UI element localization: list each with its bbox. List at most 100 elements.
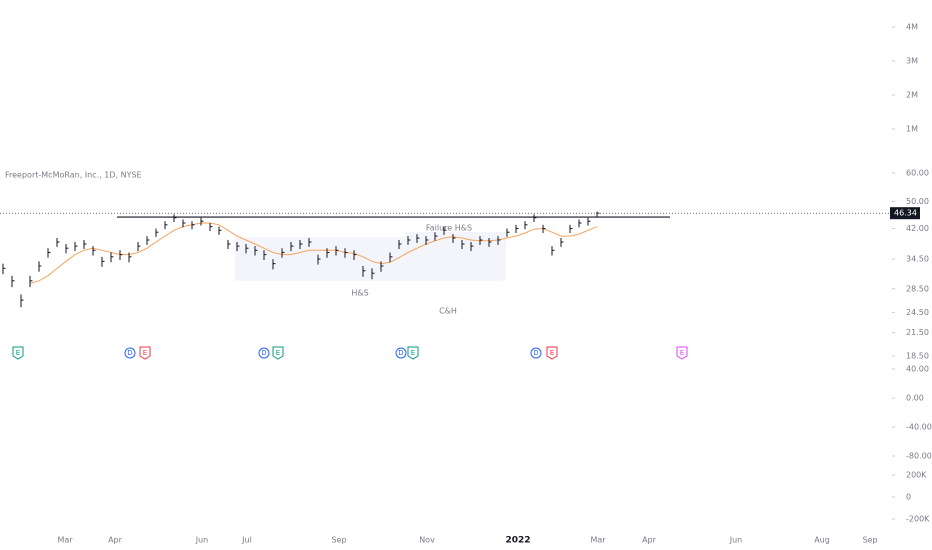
price-bar xyxy=(11,275,15,288)
price-label: 46.34 xyxy=(894,209,917,218)
price-bar xyxy=(119,250,123,260)
price-bar xyxy=(218,226,222,235)
price-bar xyxy=(380,261,384,272)
annotation: Failure H&S xyxy=(426,224,472,233)
price-bar xyxy=(236,242,240,252)
x-tick-label: Jun xyxy=(195,536,209,545)
price-bar xyxy=(434,232,438,241)
price-bar xyxy=(29,275,33,288)
x-tick-label: Mar xyxy=(57,536,73,545)
price-bar xyxy=(596,211,600,218)
x-tick-label: Mar xyxy=(590,536,606,545)
event-badge xyxy=(546,346,558,360)
price-bar xyxy=(326,248,330,258)
event-badge xyxy=(272,346,284,360)
price-bar xyxy=(2,263,6,275)
moving-average xyxy=(29,222,598,284)
price-bar xyxy=(515,224,519,233)
event-letter: D xyxy=(127,349,132,357)
price-bar xyxy=(38,261,42,272)
y-tick-label: 4M xyxy=(906,23,918,32)
price-bar xyxy=(281,248,285,258)
event-badge xyxy=(258,347,270,359)
price-bar xyxy=(497,236,501,245)
price-bar xyxy=(137,242,141,252)
event-letter: E xyxy=(550,349,554,357)
event-letter: E xyxy=(680,349,684,357)
price-bar xyxy=(506,228,510,237)
price-bar xyxy=(47,248,51,258)
price-bar xyxy=(371,268,375,280)
price-bar xyxy=(452,234,456,243)
price-bar xyxy=(542,224,546,233)
y-tick-label: -40.00 xyxy=(906,423,932,432)
price-bar xyxy=(290,242,294,252)
price-bar xyxy=(173,214,177,222)
y-tick-label: 34.50 xyxy=(906,255,929,264)
price-bar xyxy=(578,219,582,228)
price-bar xyxy=(272,259,276,270)
chart-title: Freeport-McMoRan, Inc., 1D, NYSE xyxy=(5,171,142,180)
price-bar xyxy=(551,246,555,256)
price-bar xyxy=(245,244,249,254)
price-bar xyxy=(470,242,474,252)
price-bar xyxy=(398,240,402,250)
price-bar xyxy=(227,240,231,250)
event-badge xyxy=(530,347,542,359)
y-tick-label: 2M xyxy=(906,91,918,100)
event-letter: E xyxy=(16,349,20,357)
event-badge xyxy=(139,346,151,360)
price-bar xyxy=(200,217,204,226)
event-letter: D xyxy=(261,349,266,357)
price-bar xyxy=(74,242,78,252)
annotation: H&S xyxy=(351,289,368,298)
y-tick-label: 28.50 xyxy=(906,284,929,293)
x-tick-label: 2022 xyxy=(505,536,530,546)
y-tick-label: 24.50 xyxy=(906,308,929,317)
price-bar xyxy=(182,219,186,228)
price-bar xyxy=(344,248,348,258)
price-label-bg xyxy=(890,207,920,220)
price-bar xyxy=(110,252,114,263)
price-bar xyxy=(254,246,258,256)
price-bar xyxy=(128,252,132,263)
price-bar xyxy=(164,221,168,230)
event-letter: E xyxy=(276,349,280,357)
price-bar xyxy=(407,236,411,245)
x-tick-label: Jul xyxy=(241,536,252,545)
price-bar xyxy=(488,238,492,247)
event-badge xyxy=(407,346,419,360)
price-bar xyxy=(191,221,195,230)
y-tick-label: -80.00 xyxy=(906,452,932,461)
y-tick-label: -200K xyxy=(906,515,930,524)
x-tick-label: Jun xyxy=(729,536,743,545)
price-bar xyxy=(299,240,303,250)
price-bar xyxy=(92,246,96,256)
price-bar xyxy=(353,250,357,260)
price-bar xyxy=(587,217,591,226)
price-bar xyxy=(560,238,564,247)
price-bar xyxy=(416,234,420,243)
y-tick-label: 60.00 xyxy=(906,169,929,178)
price-bar xyxy=(209,223,213,232)
price-bar xyxy=(317,254,321,265)
y-tick-label: 0 xyxy=(906,493,911,502)
x-tick-label: Nov xyxy=(419,536,435,545)
event-letter: E xyxy=(143,349,147,357)
price-bar xyxy=(443,226,447,235)
price-bar xyxy=(335,246,339,256)
price-bar xyxy=(83,240,87,250)
event-letter: D xyxy=(398,349,403,357)
event-letter: D xyxy=(533,349,538,357)
price-bar xyxy=(362,265,366,277)
price-bar xyxy=(461,240,465,250)
x-tick-label: Sep xyxy=(862,536,877,545)
event-badge xyxy=(12,346,24,360)
price-bar xyxy=(146,236,150,245)
annotation: C&H xyxy=(439,307,457,316)
x-tick-label: Aug xyxy=(814,536,830,545)
event-letter: E xyxy=(411,349,415,357)
x-tick-label: Apr xyxy=(108,536,123,545)
price-bar xyxy=(479,236,483,245)
